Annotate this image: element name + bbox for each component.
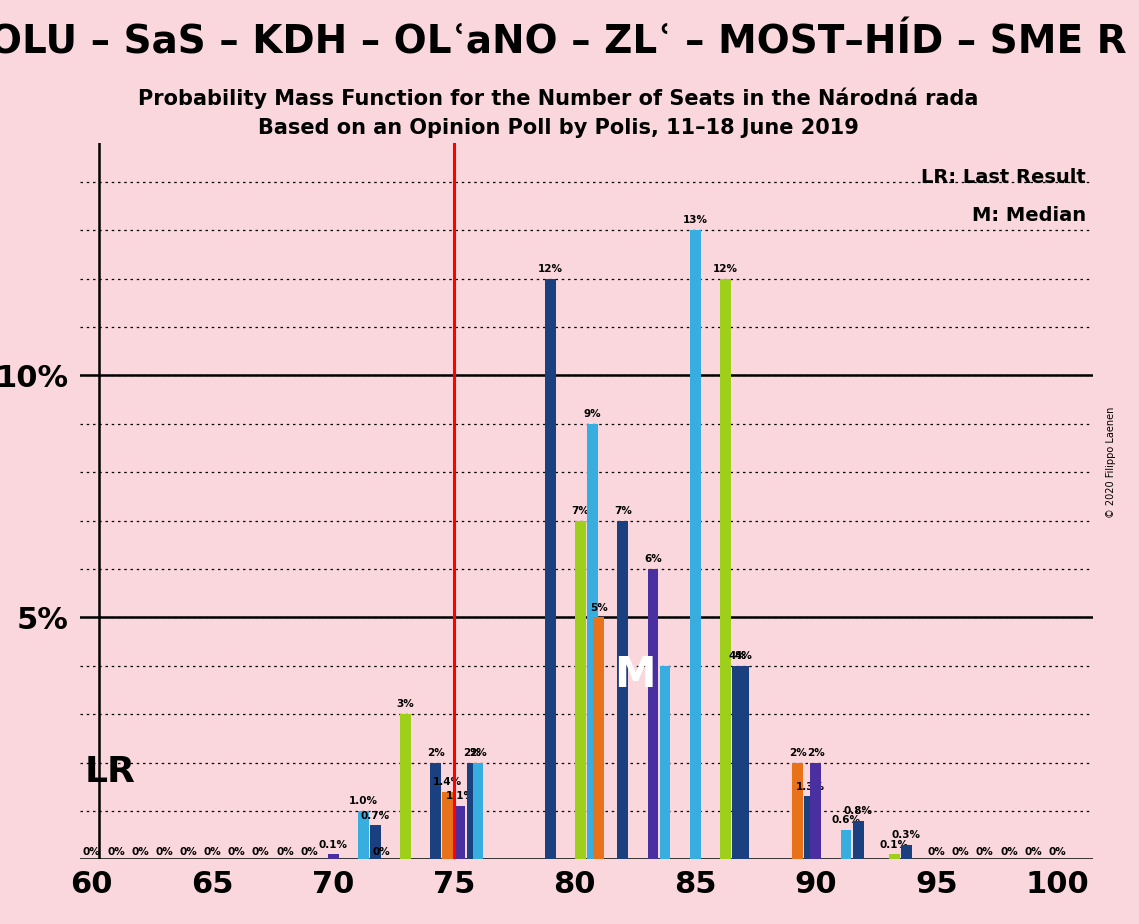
Bar: [473, 762, 483, 859]
Text: 1.1%: 1.1%: [445, 791, 474, 801]
Text: 0.1%: 0.1%: [879, 840, 909, 850]
Text: 2%: 2%: [464, 748, 481, 758]
Text: Based on an Opinion Poll by Polis, 11–18 June 2019: Based on an Opinion Poll by Polis, 11–18…: [257, 118, 859, 139]
Text: 0%: 0%: [83, 847, 100, 857]
Text: LR: Last Result: LR: Last Result: [921, 167, 1087, 187]
Text: 13%: 13%: [682, 215, 707, 225]
Bar: [811, 762, 821, 859]
Text: 0.3%: 0.3%: [892, 830, 921, 840]
Text: 0.8%: 0.8%: [844, 806, 872, 816]
Text: 0%: 0%: [131, 847, 149, 857]
Bar: [888, 855, 900, 859]
Text: 0%: 0%: [204, 847, 221, 857]
Bar: [454, 806, 466, 859]
Text: 0.6%: 0.6%: [831, 816, 861, 825]
Bar: [853, 821, 863, 859]
Text: 0.1%: 0.1%: [319, 840, 347, 850]
Text: 1.4%: 1.4%: [433, 777, 462, 786]
Bar: [593, 617, 604, 859]
Text: 0%: 0%: [228, 847, 246, 857]
Text: 12%: 12%: [713, 264, 738, 274]
Text: © 2020 Filippo Laenen: © 2020 Filippo Laenen: [1106, 407, 1115, 517]
Bar: [901, 845, 912, 859]
Text: 0%: 0%: [252, 847, 270, 857]
Bar: [575, 520, 585, 859]
Text: 0%: 0%: [1000, 847, 1018, 857]
Text: 3%: 3%: [396, 699, 415, 710]
Text: 9%: 9%: [584, 409, 601, 419]
Bar: [793, 762, 803, 859]
Bar: [370, 825, 380, 859]
Text: 1.3%: 1.3%: [795, 782, 825, 792]
Text: LR: LR: [84, 755, 136, 789]
Bar: [400, 714, 411, 859]
Text: 1.0%: 1.0%: [349, 796, 378, 806]
Text: 0%: 0%: [976, 847, 993, 857]
Text: 0%: 0%: [180, 847, 197, 857]
Text: 12%: 12%: [538, 264, 563, 274]
Text: 2%: 2%: [469, 748, 486, 758]
Text: 0%: 0%: [372, 847, 391, 857]
Bar: [732, 666, 743, 859]
Text: 0%: 0%: [107, 847, 125, 857]
Text: 0.7%: 0.7%: [361, 810, 390, 821]
Text: 0%: 0%: [1024, 847, 1042, 857]
Text: 5%: 5%: [590, 602, 607, 613]
Text: 2%: 2%: [427, 748, 444, 758]
Text: 0%: 0%: [276, 847, 294, 857]
Bar: [588, 424, 598, 859]
Bar: [841, 831, 852, 859]
Bar: [648, 569, 658, 859]
Text: 7%: 7%: [614, 505, 632, 516]
Bar: [804, 796, 816, 859]
Bar: [431, 762, 441, 859]
Text: M: M: [614, 654, 656, 697]
Bar: [467, 762, 477, 859]
Bar: [659, 666, 671, 859]
Text: 0%: 0%: [927, 847, 945, 857]
Text: 2%: 2%: [789, 748, 806, 758]
Text: 4%: 4%: [735, 650, 753, 661]
Bar: [690, 230, 700, 859]
Bar: [328, 855, 338, 859]
Text: M: Median: M: Median: [972, 206, 1087, 225]
Bar: [617, 520, 629, 859]
Bar: [442, 792, 453, 859]
Bar: [738, 666, 749, 859]
Text: 0%: 0%: [155, 847, 173, 857]
Text: 0%: 0%: [952, 847, 969, 857]
Text: 0%: 0%: [301, 847, 318, 857]
Bar: [544, 279, 556, 859]
Text: 0%: 0%: [1048, 847, 1066, 857]
Text: Probability Mass Function for the Number of Seats in the Národná rada: Probability Mass Function for the Number…: [138, 88, 978, 109]
Text: 4%: 4%: [729, 650, 746, 661]
Text: 2%: 2%: [808, 748, 825, 758]
Text: OLU – SaS – KDH – OLʿaNO – ZLʿ – MOST–HÍD – SME R: OLU – SaS – KDH – OLʿaNO – ZLʿ – MOST–HÍ…: [0, 23, 1126, 61]
Text: 6%: 6%: [644, 554, 662, 565]
Bar: [358, 811, 369, 859]
Text: 7%: 7%: [572, 505, 590, 516]
Bar: [720, 279, 731, 859]
